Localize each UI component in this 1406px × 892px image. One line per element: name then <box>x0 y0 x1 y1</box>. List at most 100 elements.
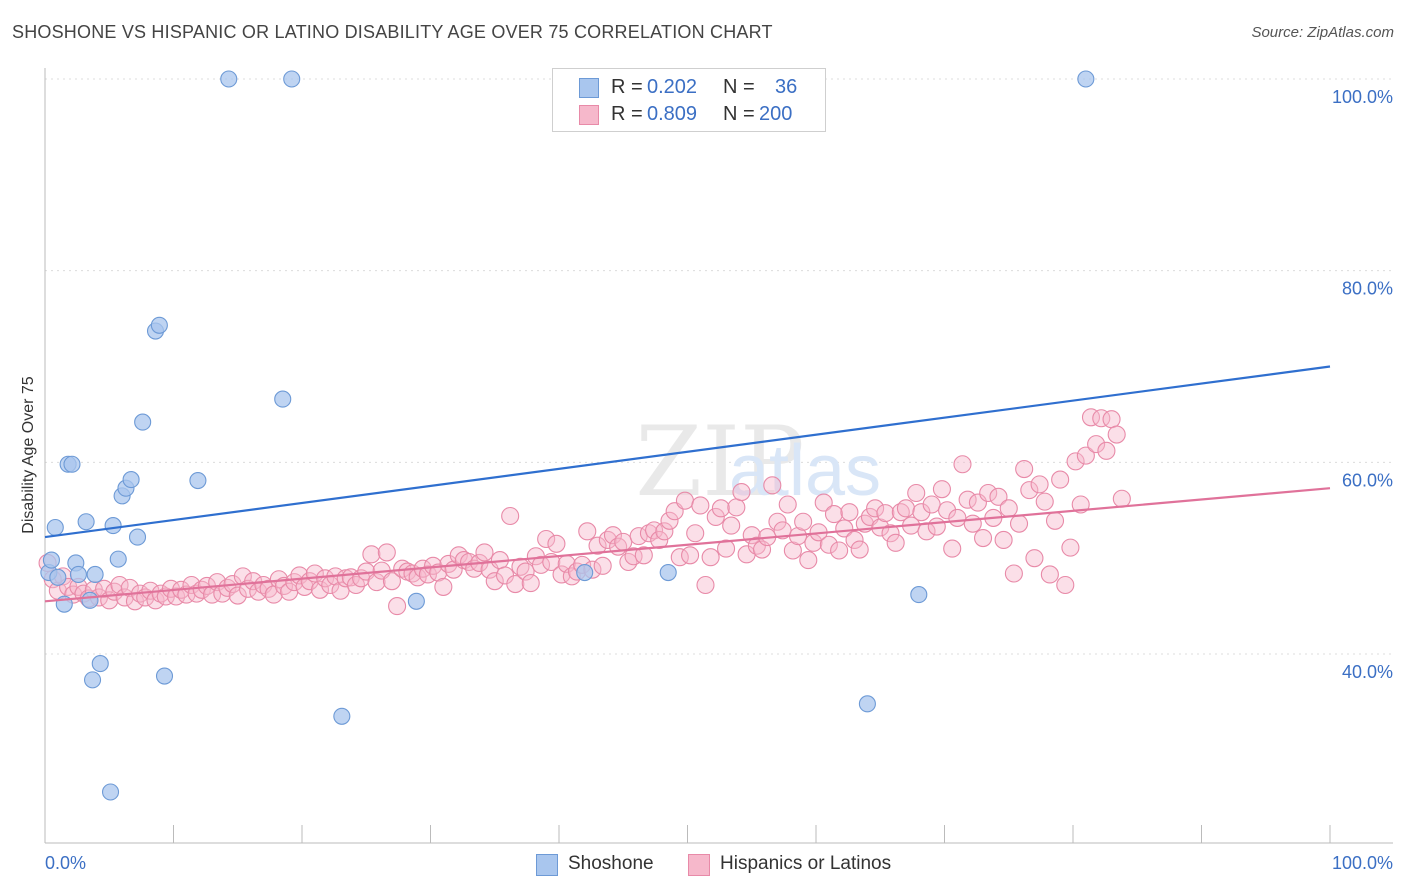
shoshone-point <box>576 563 594 582</box>
hispanic-point <box>907 483 926 503</box>
hispanic-point <box>989 487 1008 506</box>
hispanic-point <box>485 572 504 591</box>
hispanic-point <box>850 540 869 559</box>
hispanic-point <box>886 533 905 552</box>
hispanic-point <box>547 534 566 553</box>
shoshone-point <box>274 390 292 408</box>
hispanic-point <box>434 577 453 596</box>
shoshone-point <box>69 565 87 584</box>
hispanic-point <box>521 574 540 593</box>
hispanic-point <box>686 524 705 543</box>
hispanic-point <box>881 524 900 543</box>
y-tick-label: 40.0% <box>1342 662 1393 682</box>
hispanic-point <box>922 495 941 514</box>
r-label: R = <box>611 103 643 125</box>
n-label: N = <box>723 76 755 98</box>
y-tick-label: 80.0% <box>1342 279 1393 299</box>
hispanic-point <box>578 522 597 541</box>
shoshone-point <box>101 783 120 801</box>
r-label: R = <box>611 76 643 98</box>
hispanic-point <box>95 579 114 598</box>
hispanic-point <box>1076 446 1095 465</box>
hispanic-point <box>588 536 607 555</box>
hispanic-point <box>367 573 386 592</box>
hispanic-point <box>927 517 946 536</box>
shoshone-point <box>46 518 64 537</box>
shoshone-point <box>189 471 207 490</box>
hispanic-point <box>840 503 859 522</box>
shoshone-point <box>407 592 425 610</box>
hispanic-point <box>819 535 838 554</box>
hispanic-point <box>691 496 710 515</box>
hispanic-point <box>932 480 951 499</box>
hispanic-point <box>799 551 818 570</box>
shoshone-point <box>333 707 351 725</box>
hispanic-legend-swatch <box>688 854 710 876</box>
hispanic-point <box>501 506 520 526</box>
hispanic-point <box>794 512 813 531</box>
legend-row-hispanic: R = 0.809 N = 200 <box>553 101 825 127</box>
hispanic-point <box>681 546 700 565</box>
hispanic-point <box>1102 410 1121 429</box>
shoshone-point <box>134 413 152 431</box>
hispanic-point <box>814 493 833 512</box>
hispanic-legend-label: Hispanics or Latinos <box>720 853 892 874</box>
shoshone-point <box>83 671 102 689</box>
hispanic-point <box>1061 538 1080 557</box>
hispanic-point <box>835 519 854 538</box>
hispanic-point <box>778 495 797 514</box>
hispanic-point <box>963 514 982 533</box>
hispanic-point <box>506 574 525 594</box>
hispanic-point <box>845 530 864 550</box>
hispanic-point <box>660 511 679 530</box>
legend-item-shoshone: Shoshone <box>536 852 676 878</box>
hispanic-point <box>994 530 1013 550</box>
hispanic-point <box>763 476 782 495</box>
hispanic-point <box>537 529 556 549</box>
hispanic-point <box>1056 575 1075 595</box>
r-value: 0.809 <box>647 103 698 125</box>
hispanic-point <box>1097 441 1116 460</box>
hispanic-point <box>511 557 530 576</box>
axes <box>44 68 1393 844</box>
shoshone-point <box>109 550 127 568</box>
hispanic-point <box>593 556 612 575</box>
shoshone-point <box>155 667 174 685</box>
hispanic-point <box>1035 492 1054 511</box>
hispanic-point <box>953 455 972 474</box>
shoshone-point <box>91 655 109 673</box>
hispanic-point <box>876 504 895 523</box>
hispanic-point <box>943 539 962 558</box>
shoshone-point <box>150 316 168 334</box>
shoshone-swatch <box>579 78 599 98</box>
shoshone-point <box>77 513 95 531</box>
hispanic-point <box>531 555 551 574</box>
shoshone-point <box>659 563 677 582</box>
shoshone-point <box>122 471 140 489</box>
shoshone-point <box>63 455 81 473</box>
y-axis-label: Disability Age Over 75 <box>20 376 37 534</box>
hispanic-point <box>475 543 494 562</box>
hispanic-point <box>639 524 659 543</box>
hispanic-point <box>1009 514 1029 533</box>
shoshone-point <box>104 517 122 535</box>
hispanic-point <box>655 522 674 541</box>
hispanic-point <box>938 501 957 520</box>
shoshone-point <box>42 551 60 569</box>
r-value: 0.202 <box>647 76 698 98</box>
hispanic-point <box>634 546 653 565</box>
hispanic-point <box>362 545 381 564</box>
x-tick-label: 0.0% <box>45 853 86 873</box>
chart-source: Source: ZipAtlas.com <box>1251 24 1394 41</box>
hispanic-point <box>120 578 139 597</box>
shoshone-point <box>49 568 67 586</box>
hispanic-point <box>830 541 849 560</box>
hispanic-point <box>768 512 787 531</box>
hispanic-point <box>711 499 730 518</box>
trend-lines <box>44 365 1331 603</box>
hispanic-point <box>1020 481 1039 500</box>
hispanic-point <box>1087 435 1106 454</box>
hispanic-point <box>701 548 720 567</box>
hispanic-point <box>706 507 725 527</box>
